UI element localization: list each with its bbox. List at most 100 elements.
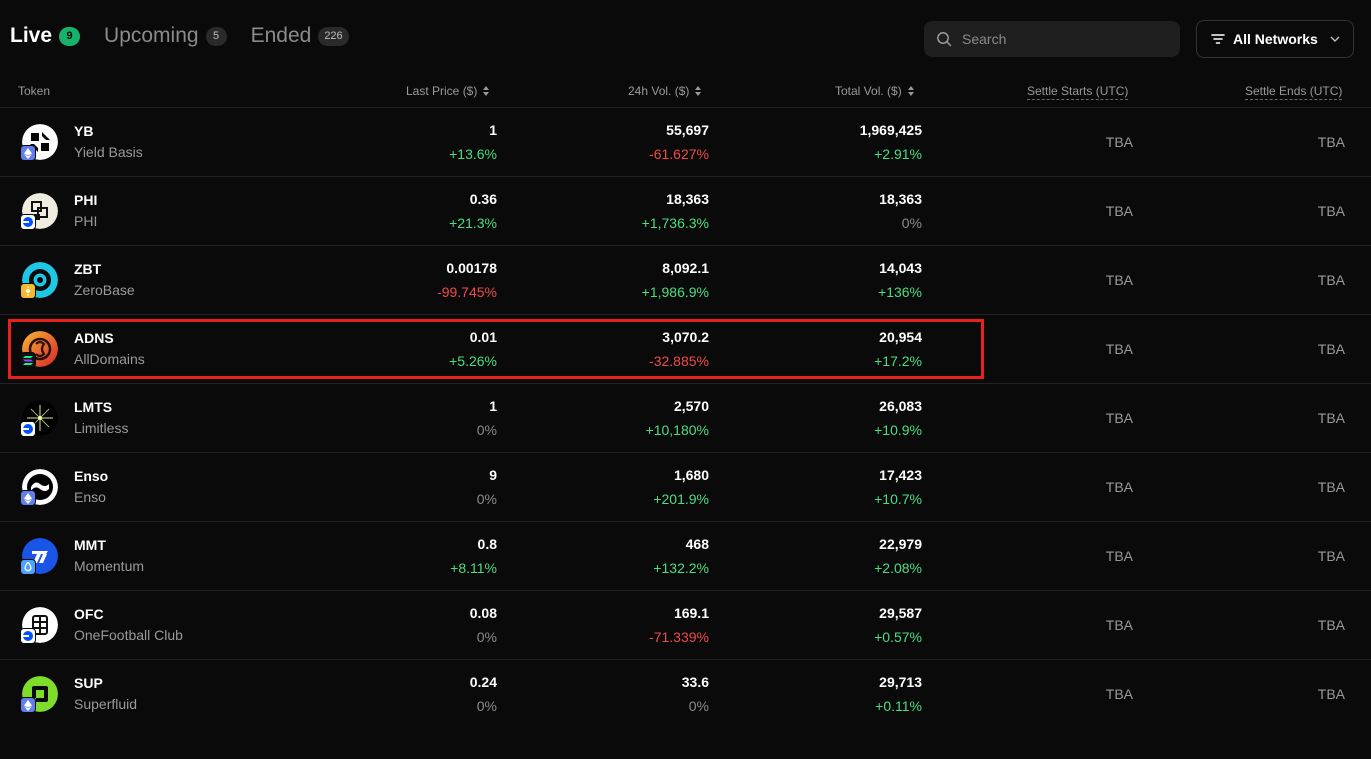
- solana-icon: [20, 352, 36, 368]
- price-change: 0%: [476, 629, 497, 645]
- last-price: 0.00178: [446, 260, 497, 276]
- tab-label: Live: [10, 24, 53, 47]
- total-volume: 1,969,425: [859, 122, 922, 138]
- tab-ended[interactable]: Ended 226: [251, 24, 349, 48]
- settle-starts: TBA: [1105, 479, 1133, 495]
- tab-label: Upcoming: [104, 24, 199, 47]
- token-name: OneFootball Club: [74, 627, 183, 643]
- volume-24h: 1,680: [673, 467, 709, 483]
- last-price: 0.36: [469, 191, 497, 207]
- settle-starts: TBA: [1105, 617, 1133, 633]
- status-tabs: Live 9 Upcoming 5 Ended 226: [10, 24, 373, 48]
- tab-live[interactable]: Live 9: [10, 24, 81, 48]
- volume-24h-change: +201.9%: [653, 491, 709, 507]
- volume-24h-change: +132.2%: [653, 560, 709, 576]
- table-row[interactable]: LMTS Limitless 1 0% 2,570 +10,180% 26,08…: [0, 384, 1371, 453]
- volume-24h: 55,697: [666, 122, 709, 138]
- total-volume: 29,713: [879, 674, 922, 690]
- settle-ends: TBA: [1317, 479, 1345, 495]
- total-volume: 26,083: [879, 398, 922, 414]
- table-row[interactable]: YB Yield Basis 1 +13.6% 55,697 -61.627% …: [0, 108, 1371, 177]
- table-row[interactable]: ADNS AllDomains 0.01 +5.26% 3,070.2 -32.…: [0, 315, 1371, 384]
- header-label: 24h Vol. ($): [628, 84, 690, 98]
- header-token: Token: [18, 84, 50, 98]
- header-total-vol[interactable]: Total Vol. ($): [835, 84, 914, 98]
- settle-starts: TBA: [1105, 203, 1133, 219]
- settle-ends: TBA: [1317, 686, 1345, 702]
- price-change: -99.745%: [437, 284, 497, 300]
- volume-24h: 468: [685, 536, 709, 552]
- header-24h-vol[interactable]: 24h Vol. ($): [628, 84, 702, 98]
- sort-icon: [695, 86, 702, 96]
- price-change: +5.26%: [449, 353, 497, 369]
- table-row[interactable]: ZBT ZeroBase 0.00178 -99.745% 8,092.1 +1…: [0, 246, 1371, 315]
- price-change: +21.3%: [449, 215, 497, 231]
- volume-24h-change: -61.627%: [649, 146, 709, 162]
- bnb-icon: [20, 283, 36, 299]
- total-volume-change: +10.9%: [874, 422, 922, 438]
- search-input[interactable]: [962, 31, 1162, 47]
- token-symbol: YB: [74, 123, 94, 139]
- price-change: 0%: [476, 422, 497, 438]
- token-symbol: Enso: [74, 468, 109, 484]
- table-row[interactable]: OFC OneFootball Club 0.08 0% 169.1 -71.3…: [0, 591, 1371, 660]
- table-header: Token Last Price ($) 24h Vol. ($) Total …: [0, 78, 1371, 108]
- token-symbol: PHI: [74, 192, 98, 208]
- token-symbol: OFC: [74, 606, 104, 622]
- total-volume: 22,979: [879, 536, 922, 552]
- table-row[interactable]: PHI PHI 0.36 +21.3% 18,363 +1,736.3% 18,…: [0, 177, 1371, 246]
- count-badge: 5: [205, 26, 227, 46]
- settle-ends: TBA: [1317, 341, 1345, 357]
- settle-starts: TBA: [1105, 686, 1133, 702]
- token-symbol: SUP: [74, 675, 103, 691]
- token-name: Yield Basis: [74, 144, 143, 160]
- header-label: Settle Ends (UTC): [1245, 84, 1343, 100]
- header-last-price[interactable]: Last Price ($): [406, 84, 490, 98]
- tab-upcoming[interactable]: Upcoming 5: [104, 24, 227, 48]
- last-price: 1: [489, 398, 497, 414]
- settle-ends: TBA: [1317, 134, 1345, 150]
- settle-starts: TBA: [1105, 548, 1133, 564]
- volume-24h-change: +1,986.9%: [641, 284, 709, 300]
- header-label: Last Price ($): [406, 84, 478, 98]
- token-symbol: ADNS: [74, 330, 114, 346]
- base-icon: [20, 421, 36, 437]
- volume-24h-change: 0%: [688, 698, 709, 714]
- tab-label: Ended: [250, 24, 312, 47]
- last-price: 0.08: [469, 605, 497, 621]
- header-label: Total Vol. ($): [835, 84, 902, 98]
- filter-icon: [1211, 34, 1225, 44]
- volume-24h: 169.1: [673, 605, 709, 621]
- token-name: ZeroBase: [74, 282, 135, 298]
- total-volume-change: +2.08%: [874, 560, 922, 576]
- ethereum-icon: [20, 490, 36, 506]
- token-logo-wrap: [20, 607, 58, 644]
- settle-starts: TBA: [1105, 134, 1133, 150]
- total-volume-change: +17.2%: [874, 353, 922, 369]
- network-filter-button[interactable]: All Networks: [1196, 20, 1354, 58]
- token-name: PHI: [74, 213, 98, 229]
- token-table-body: YB Yield Basis 1 +13.6% 55,697 -61.627% …: [0, 108, 1371, 729]
- network-filter-label: All Networks: [1233, 31, 1318, 47]
- table-row[interactable]: Enso Enso 9 0% 1,680 +201.9% 17,423 +10.…: [0, 453, 1371, 522]
- token-logo-wrap: [20, 400, 58, 437]
- token-symbol: LMTS: [74, 399, 113, 415]
- token-name: Limitless: [74, 420, 129, 436]
- ethereum-icon: [20, 145, 36, 161]
- price-change: +13.6%: [449, 146, 497, 162]
- total-volume-change: +2.91%: [874, 146, 922, 162]
- volume-24h: 33.6: [681, 674, 709, 690]
- table-row[interactable]: MMT Momentum 0.8 +8.11% 468 +132.2% 22,9…: [0, 522, 1371, 591]
- last-price: 0.24: [469, 674, 497, 690]
- count-badge: 226: [318, 26, 349, 46]
- base-icon: [20, 214, 36, 230]
- volume-24h-change: +1,736.3%: [641, 215, 709, 231]
- total-volume: 20,954: [879, 329, 922, 345]
- top-bar: Live 9 Upcoming 5 Ended 226 All Networks: [0, 0, 1371, 78]
- table-row[interactable]: SUP Superfluid 0.24 0% 33.6 0% 29,713 +0…: [0, 660, 1371, 729]
- settle-starts: TBA: [1105, 341, 1133, 357]
- settle-ends: TBA: [1317, 617, 1345, 633]
- token-name: Momentum: [74, 558, 145, 574]
- token-symbol: ZBT: [74, 261, 102, 277]
- search-box[interactable]: [924, 21, 1180, 57]
